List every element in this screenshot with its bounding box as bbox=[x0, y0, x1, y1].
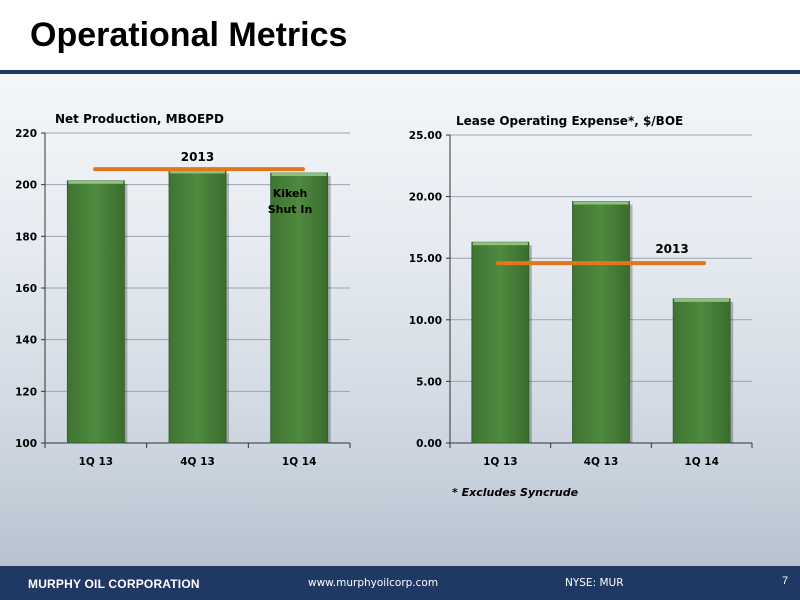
chart-1-bar-1q-13 bbox=[66, 180, 125, 444]
chart-2-ytick-label: 15.00 bbox=[409, 253, 442, 265]
chart-2-bar-top bbox=[573, 201, 629, 205]
chart-1-annotation: Kikeh bbox=[273, 187, 308, 200]
chart-2-category-label: 4Q 13 bbox=[584, 456, 619, 468]
chart-1-category-label: 1Q 14 bbox=[282, 456, 317, 468]
chart-1-bar-1q-14 bbox=[270, 172, 329, 444]
footer-url[interactable]: www.murphyoilcorp.com bbox=[308, 577, 439, 589]
chart-1-ytick-label: 100 bbox=[15, 438, 37, 450]
chart-2-category-label: 1Q 14 bbox=[684, 456, 719, 468]
page-number: 7 bbox=[782, 575, 789, 587]
chart-2-bar-4q-13 bbox=[572, 201, 630, 444]
chart-1-ytick-label: 180 bbox=[15, 231, 37, 243]
footer-bar: MURPHY OIL CORPORATION www.murphyoilcorp… bbox=[0, 566, 800, 600]
chart-2-reference-label: 2013 bbox=[655, 242, 688, 256]
title-bar: Operational Metrics bbox=[0, 0, 800, 70]
chart-2-title: Lease Operating Expense*, $/BOE bbox=[456, 114, 683, 128]
chart-1-bar-top bbox=[271, 173, 327, 177]
chart-2-ytick-label: 10.00 bbox=[409, 315, 442, 327]
chart-1-ytick-label: 140 bbox=[15, 335, 37, 347]
chart-1-title: Net Production, MBOEPD bbox=[55, 112, 224, 126]
chart-1-bar-4q-13 bbox=[168, 170, 227, 444]
charts-canvas: Net Production, MBOEPD 100 120 140 160 180 200… bbox=[15, 112, 753, 468]
footer-company: MURPHY OIL CORPORATION bbox=[28, 577, 200, 591]
chart-2-ytick-label: 5.00 bbox=[416, 376, 442, 388]
chart-1-ytick-label: 200 bbox=[15, 180, 37, 192]
chart-2-bar-top bbox=[472, 242, 528, 246]
chart-1-bar-top bbox=[170, 170, 225, 174]
footnote: * Excludes Syncrude bbox=[452, 486, 579, 499]
chart-2-bar-top bbox=[674, 298, 730, 302]
chart-2-bar-1q-13 bbox=[471, 241, 530, 444]
page-title: Operational Metrics bbox=[30, 16, 348, 54]
chart-1-ytick-label: 120 bbox=[15, 386, 37, 398]
chart-1-bar-top bbox=[68, 180, 124, 184]
chart-1-reference-label: 2013 bbox=[181, 150, 214, 164]
chart-2-ytick-label: 0.00 bbox=[416, 438, 442, 450]
chart-1-annotation: Shut In bbox=[268, 203, 313, 216]
title-rule bbox=[0, 70, 800, 74]
chart-1-category-label: 4Q 13 bbox=[180, 456, 215, 468]
chart-2-ytick-label: 25.00 bbox=[409, 130, 442, 142]
footer-ticker: NYSE: MUR bbox=[565, 577, 624, 589]
chart-2-bar-1q-14 bbox=[672, 298, 731, 444]
chart-2-ytick-label: 20.00 bbox=[409, 192, 442, 204]
chart-1-ytick-label: 220 bbox=[15, 128, 37, 140]
chart-1-ytick-label: 160 bbox=[15, 283, 37, 295]
chart-1-category-label: 1Q 13 bbox=[79, 456, 114, 468]
chart-2-category-label: 1Q 13 bbox=[483, 456, 518, 468]
slide-content: Net Production, MBOEPD 100 120 140 160 180 200… bbox=[0, 74, 800, 566]
